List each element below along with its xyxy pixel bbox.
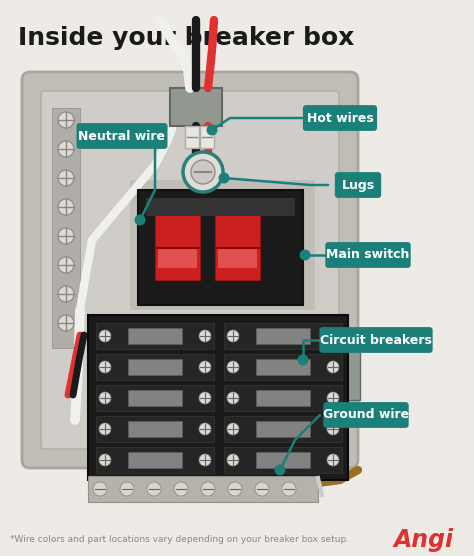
Circle shape — [255, 482, 269, 496]
Text: Angi: Angi — [394, 528, 454, 552]
FancyBboxPatch shape — [76, 123, 167, 149]
Bar — [88, 315, 348, 480]
Circle shape — [58, 112, 74, 128]
FancyBboxPatch shape — [303, 105, 377, 131]
Bar — [256, 328, 310, 344]
Circle shape — [227, 392, 239, 404]
Circle shape — [58, 286, 74, 302]
Circle shape — [298, 355, 309, 365]
Bar — [256, 359, 310, 375]
Bar — [224, 323, 342, 349]
Circle shape — [327, 454, 339, 466]
Circle shape — [99, 361, 111, 373]
Bar — [224, 354, 342, 380]
Circle shape — [58, 315, 74, 331]
Bar — [155, 215, 200, 280]
Circle shape — [219, 172, 229, 183]
Circle shape — [120, 482, 134, 496]
Circle shape — [99, 330, 111, 342]
Bar — [256, 390, 310, 406]
Circle shape — [227, 454, 239, 466]
Circle shape — [93, 482, 107, 496]
Circle shape — [207, 125, 218, 136]
Circle shape — [300, 250, 310, 261]
Bar — [96, 447, 214, 473]
Bar — [88, 476, 318, 502]
FancyBboxPatch shape — [323, 402, 409, 428]
Text: *Wire colors and part locations vary depending on your breaker box setup.: *Wire colors and part locations vary dep… — [10, 535, 349, 544]
Circle shape — [282, 482, 296, 496]
Bar — [200, 126, 214, 148]
Circle shape — [135, 215, 146, 226]
Bar — [256, 421, 310, 437]
Bar — [96, 385, 214, 411]
Bar — [158, 248, 197, 268]
Bar — [224, 385, 342, 411]
FancyBboxPatch shape — [41, 91, 339, 449]
Circle shape — [327, 361, 339, 373]
Circle shape — [201, 482, 215, 496]
Bar — [138, 190, 303, 305]
Text: Main switch: Main switch — [326, 249, 410, 261]
Circle shape — [99, 423, 111, 435]
Bar — [170, 88, 222, 126]
FancyBboxPatch shape — [325, 242, 410, 268]
Text: Hot wires: Hot wires — [307, 112, 374, 125]
Circle shape — [183, 152, 223, 192]
Circle shape — [147, 482, 161, 496]
Circle shape — [191, 160, 215, 184]
Text: Circuit breakers: Circuit breakers — [320, 334, 432, 346]
Circle shape — [58, 170, 74, 186]
Bar — [130, 180, 315, 310]
Circle shape — [199, 454, 211, 466]
Circle shape — [327, 423, 339, 435]
Bar — [224, 416, 342, 442]
Bar — [215, 215, 260, 280]
Circle shape — [174, 482, 188, 496]
Circle shape — [274, 464, 285, 475]
Circle shape — [227, 361, 239, 373]
Bar — [96, 323, 214, 349]
Circle shape — [327, 330, 339, 342]
FancyBboxPatch shape — [319, 327, 433, 353]
Bar — [185, 126, 199, 148]
Text: Lugs: Lugs — [341, 178, 374, 191]
Bar — [218, 248, 257, 268]
Circle shape — [227, 423, 239, 435]
Text: Ground wire: Ground wire — [323, 409, 409, 421]
Circle shape — [327, 392, 339, 404]
Circle shape — [58, 141, 74, 157]
Circle shape — [199, 330, 211, 342]
Bar — [128, 421, 182, 437]
Circle shape — [99, 454, 111, 466]
Bar — [146, 198, 295, 216]
Circle shape — [199, 423, 211, 435]
Bar — [96, 416, 214, 442]
Bar — [256, 452, 310, 468]
Bar — [342, 340, 360, 400]
Circle shape — [227, 330, 239, 342]
FancyBboxPatch shape — [22, 72, 358, 468]
Circle shape — [199, 392, 211, 404]
Circle shape — [199, 361, 211, 373]
Circle shape — [99, 392, 111, 404]
Circle shape — [58, 257, 74, 273]
Circle shape — [58, 199, 74, 215]
Text: Inside your breaker box: Inside your breaker box — [18, 26, 354, 50]
FancyBboxPatch shape — [335, 172, 381, 198]
Circle shape — [228, 482, 242, 496]
Bar — [128, 359, 182, 375]
Bar — [224, 447, 342, 473]
Bar — [52, 108, 80, 348]
Bar — [128, 452, 182, 468]
Bar — [128, 390, 182, 406]
Text: Neutral wire: Neutral wire — [79, 130, 165, 142]
Circle shape — [58, 228, 74, 244]
Bar — [128, 328, 182, 344]
Bar — [96, 354, 214, 380]
